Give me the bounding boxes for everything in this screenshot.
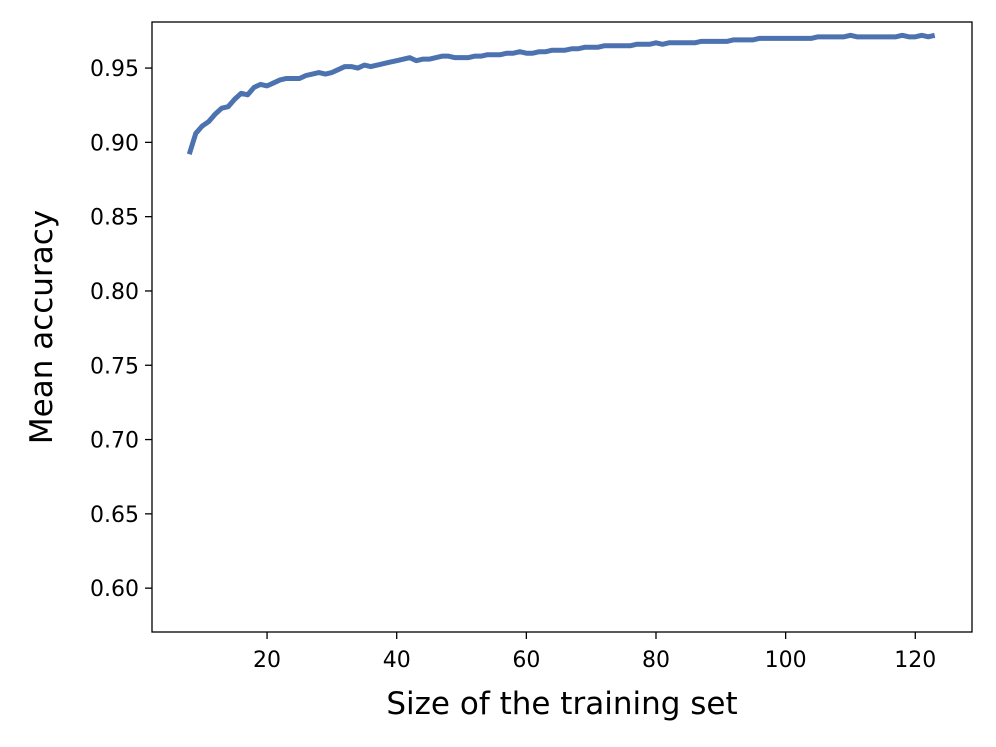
- x-tick-label: 20: [253, 648, 281, 673]
- x-tick-label: 100: [765, 648, 807, 673]
- x-tick-label: 80: [642, 648, 670, 673]
- y-tick-label: 0.65: [90, 503, 139, 528]
- x-tick-label: 120: [894, 648, 936, 673]
- plot-area-frame: [151, 21, 973, 633]
- x-axis: 20 40 60 80 100 120: [253, 632, 936, 673]
- y-tick-label: 0.75: [90, 354, 139, 379]
- y-tick-label: 0.70: [90, 429, 139, 454]
- y-tick-label: 0.85: [90, 206, 139, 231]
- y-tick-label: 0.60: [90, 577, 139, 602]
- series-layer: [186, 32, 936, 155]
- y-axis: 0.60 0.65 0.70 0.75 0.80 0.85 0.90 0.95: [90, 57, 152, 602]
- accuracy-line: [186, 32, 936, 155]
- y-axis-label: Mean accuracy: [24, 210, 60, 444]
- x-axis-label: Size of the training set: [386, 686, 737, 722]
- x-tick-label: 60: [512, 648, 540, 673]
- x-tick-label: 40: [383, 648, 411, 673]
- y-tick-label: 0.95: [90, 57, 139, 82]
- y-tick-label: 0.80: [90, 280, 139, 305]
- y-tick-label: 0.90: [90, 131, 139, 156]
